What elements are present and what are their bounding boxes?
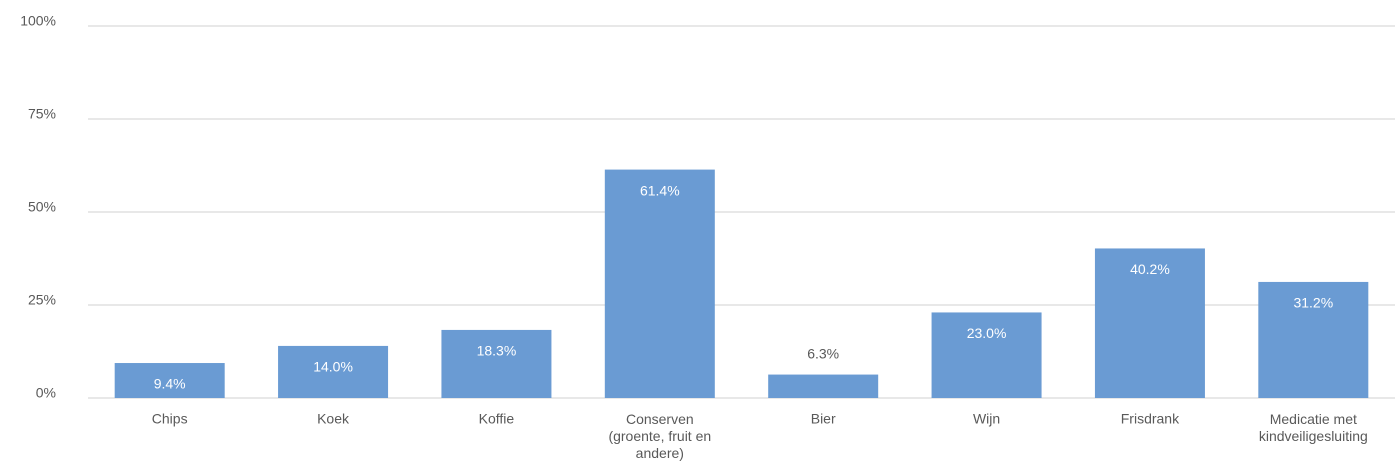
y-tick-label: 0% xyxy=(36,385,56,401)
bar xyxy=(604,169,715,398)
data-label: 23.0% xyxy=(967,325,1007,341)
data-label: 40.2% xyxy=(1130,261,1170,277)
x-tick-label: Koek xyxy=(317,411,350,427)
y-tick-label: 50% xyxy=(28,199,56,215)
y-tick-label: 75% xyxy=(28,106,56,122)
data-label: 9.4% xyxy=(154,376,186,392)
data-label: 6.3% xyxy=(807,345,839,361)
y-tick-label: 25% xyxy=(28,292,56,308)
bar xyxy=(1094,248,1205,398)
bar xyxy=(114,363,225,398)
x-tick-label: Frisdrank xyxy=(1121,411,1180,427)
data-label: 31.2% xyxy=(1293,295,1333,311)
x-tick-label: Chips xyxy=(152,411,188,427)
x-tick-label: Koffie xyxy=(479,411,515,427)
bar xyxy=(441,329,552,398)
x-tick-label: Conserven (groente, fruit en andere) xyxy=(608,411,711,461)
x-tick-label: Bier xyxy=(811,411,836,427)
bar xyxy=(931,312,1042,398)
data-label: 61.4% xyxy=(640,182,680,198)
x-tick-label: Medicatie met kindveiligesluiting xyxy=(1259,411,1368,444)
bar xyxy=(768,374,879,398)
x-tick-label: Wijn xyxy=(973,411,1000,427)
data-label: 14.0% xyxy=(313,359,353,375)
bar xyxy=(278,345,389,398)
y-tick-label: 100% xyxy=(20,13,56,29)
data-label: 18.3% xyxy=(477,343,517,359)
bar xyxy=(1258,281,1369,398)
